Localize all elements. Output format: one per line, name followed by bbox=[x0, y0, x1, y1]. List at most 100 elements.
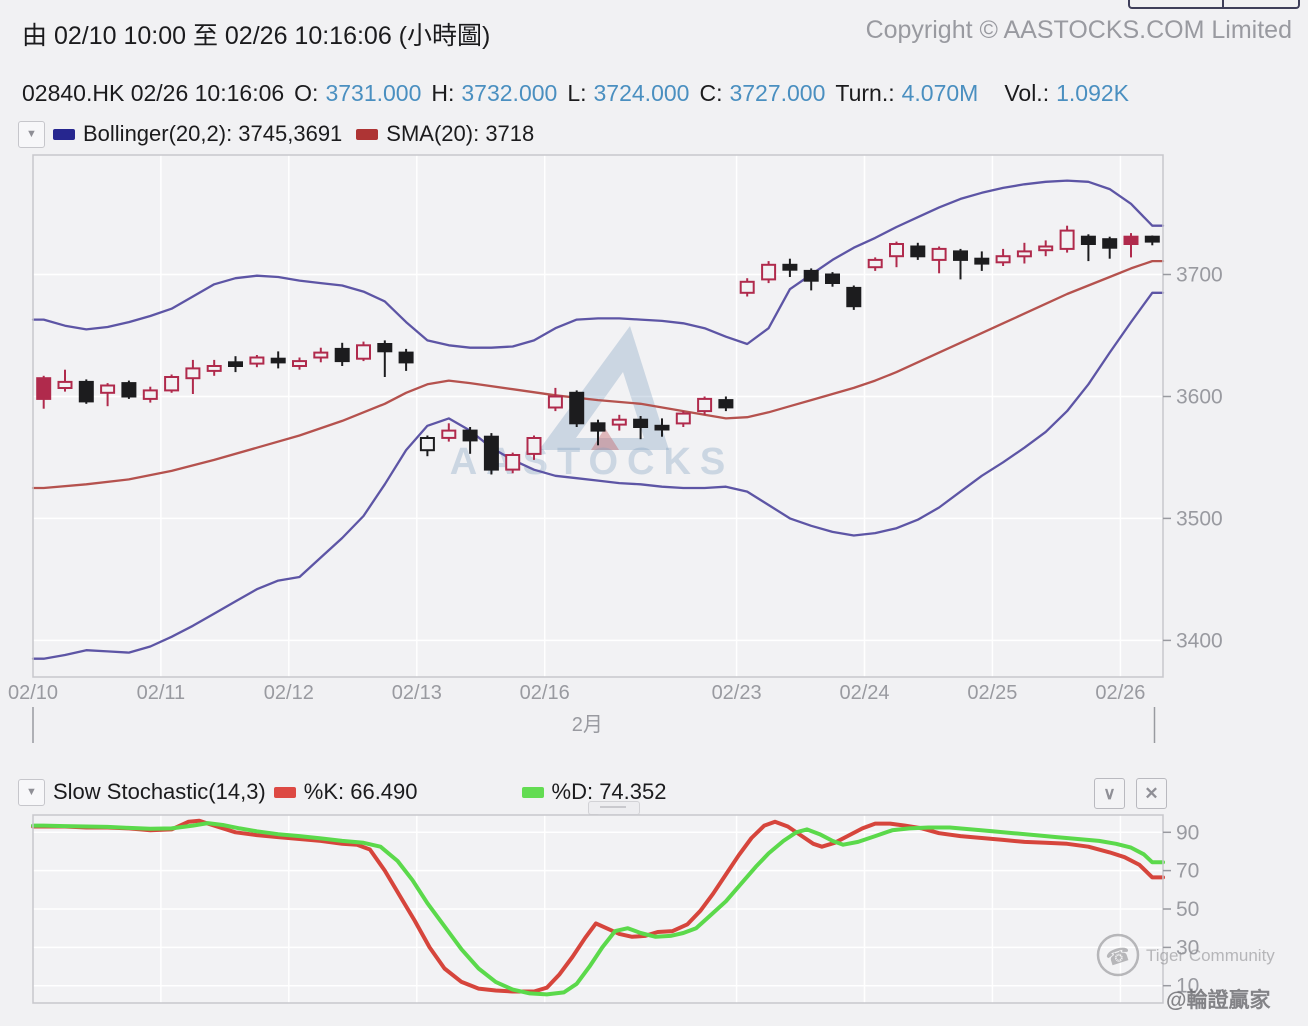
candle bbox=[889, 243, 904, 258]
quote-value: 3732.000 bbox=[461, 80, 558, 106]
candle bbox=[419, 437, 435, 452]
collapse-panel-button[interactable]: ∨ bbox=[1094, 778, 1125, 809]
series-bollinger-upper bbox=[31, 179, 1165, 349]
candle bbox=[697, 397, 713, 413]
candle bbox=[185, 367, 201, 380]
bollinger-label: Bollinger(20,2): 3745,3691 bbox=[83, 121, 343, 146]
x-axis-label: 02/13 bbox=[392, 682, 442, 704]
candle bbox=[441, 429, 457, 439]
candle bbox=[761, 263, 777, 281]
y-axis-label: 90 bbox=[1176, 821, 1199, 844]
y-axis-label: 10 bbox=[1176, 975, 1199, 998]
quote-label: O: bbox=[294, 80, 319, 106]
candle bbox=[142, 389, 158, 400]
candle bbox=[803, 269, 819, 282]
candle bbox=[249, 356, 265, 365]
candle bbox=[526, 437, 542, 455]
candle bbox=[633, 418, 649, 429]
quote-value: 3724.000 bbox=[593, 80, 690, 106]
close-icon: ✕ bbox=[1144, 783, 1159, 803]
candle bbox=[462, 429, 478, 442]
copyright: Copyright © AASTOCKS.COM Limited bbox=[865, 16, 1292, 44]
tiger-community-text: Tiger Community bbox=[1146, 946, 1275, 965]
candle bbox=[313, 351, 329, 359]
candle bbox=[1016, 250, 1032, 258]
quote-label: H: bbox=[431, 80, 455, 106]
watermark-handle-text: @輪證贏家 bbox=[1166, 988, 1271, 1012]
candle bbox=[611, 418, 627, 426]
y-axis-label: 3400 bbox=[1176, 629, 1223, 652]
control-divider bbox=[1222, 0, 1225, 7]
candle bbox=[398, 351, 414, 364]
close-panel-button[interactable]: ✕ bbox=[1136, 778, 1167, 809]
candle bbox=[1059, 229, 1075, 250]
percent-k-swatch-icon bbox=[273, 786, 296, 798]
stochastic-title: Slow Stochastic(14,3) bbox=[53, 779, 266, 804]
y-axis-label: 50 bbox=[1176, 898, 1199, 921]
sma-label: SMA(20): 3718 bbox=[386, 121, 535, 146]
quote-value: 1.092K bbox=[1056, 80, 1129, 106]
stochastic-legend: ▼ Slow Stochastic(14,3) %K: 66.490 %D: 7… bbox=[18, 777, 666, 807]
candle bbox=[1123, 235, 1139, 245]
candle bbox=[36, 377, 52, 400]
date-range-title: 由 02/10 10:00 至 02/26 10:16:06 (小時圖) bbox=[22, 22, 491, 50]
dropdown-arrow-icon: ▼ bbox=[26, 785, 37, 798]
y-axis-label: 3600 bbox=[1176, 386, 1223, 409]
bollinger-swatch-icon bbox=[53, 128, 75, 140]
candle bbox=[675, 412, 691, 425]
stochastic-chart-panel[interactable]: 90 70 50 30 10 bbox=[31, 814, 1199, 1004]
percent-d-label: %D: 74.352 bbox=[551, 779, 667, 804]
candle bbox=[78, 380, 94, 403]
candle bbox=[910, 245, 926, 258]
x-axis-label: 02/12 bbox=[264, 682, 314, 704]
series-bollinger-lower bbox=[31, 291, 1165, 660]
candle bbox=[1144, 235, 1160, 243]
candle bbox=[569, 391, 585, 425]
candle bbox=[974, 257, 990, 265]
series-sma-20 bbox=[31, 259, 1165, 490]
x-axis-label: 02/11 bbox=[137, 682, 186, 704]
percent-k-label: %K: 66.490 bbox=[303, 779, 418, 804]
candle bbox=[206, 365, 222, 372]
main-indicator-legend: ▼ Bollinger(20,2): 3745,3691 SMA(20): 37… bbox=[18, 119, 534, 149]
x-axis-label: 02/10 bbox=[8, 682, 58, 704]
candle bbox=[867, 258, 883, 269]
candles bbox=[36, 225, 1160, 475]
quote-value: 4.070M bbox=[901, 80, 979, 106]
x-axis-label: 02/24 bbox=[839, 682, 889, 704]
candle bbox=[356, 344, 371, 360]
quote-value: 3727.000 bbox=[729, 80, 826, 106]
candle bbox=[782, 263, 798, 271]
stochastic-dropdown-button[interactable]: ▼ bbox=[18, 778, 45, 806]
candle bbox=[953, 250, 968, 261]
candle bbox=[483, 435, 499, 471]
candle bbox=[228, 361, 243, 367]
top-right-partial-control[interactable] bbox=[1128, 0, 1300, 9]
y-axis-label: 3500 bbox=[1176, 507, 1223, 530]
candle bbox=[1080, 235, 1096, 245]
series-percent-K bbox=[31, 818, 1165, 994]
month-label: 2月 bbox=[572, 714, 603, 736]
quote-value: 3731.000 bbox=[325, 80, 422, 106]
candle bbox=[164, 376, 180, 392]
candle bbox=[505, 454, 521, 471]
x-axis-label: 02/25 bbox=[967, 682, 1017, 704]
chevron-down-icon: ∨ bbox=[1103, 783, 1116, 803]
sma-swatch-icon bbox=[356, 128, 379, 140]
quote-line: 02840.HK 02/26 10:16:06 O: 3731.000 H: 3732.… bbox=[22, 80, 1129, 107]
candle bbox=[292, 360, 307, 368]
y-axis-label: 70 bbox=[1176, 860, 1199, 883]
candle bbox=[995, 255, 1011, 264]
bollinger-dropdown-button[interactable]: ▼ bbox=[18, 120, 45, 148]
quote-label: L: bbox=[567, 80, 587, 106]
percent-d-swatch-icon bbox=[521, 786, 544, 798]
symbol-and-time: 02840.HK 02/26 10:16:06 bbox=[22, 80, 285, 106]
quote-label: C: bbox=[699, 80, 723, 106]
candle bbox=[654, 424, 670, 431]
candle bbox=[57, 380, 73, 389]
candle bbox=[590, 422, 606, 432]
x-axis-label: 02/26 bbox=[1095, 682, 1145, 704]
candle bbox=[334, 347, 350, 363]
